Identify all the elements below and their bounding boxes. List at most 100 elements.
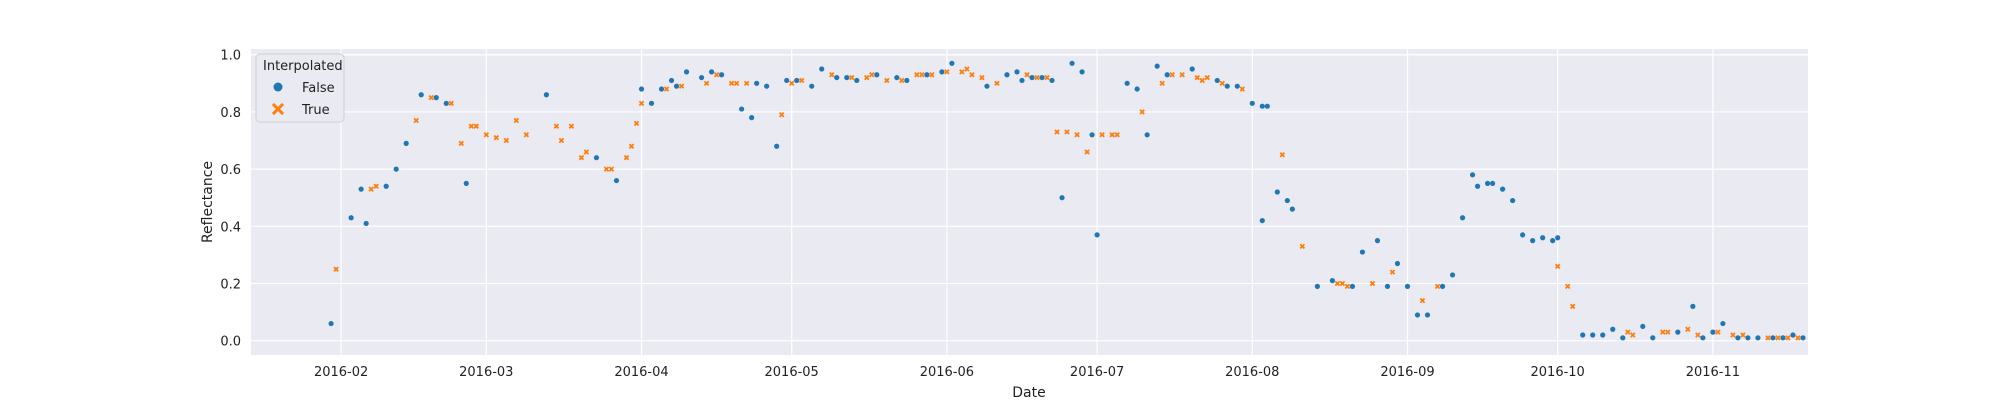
data-point-false: [1284, 197, 1290, 204]
data-point-true: [728, 80, 735, 87]
data-point-true: [1044, 74, 1050, 81]
data-point-false: [809, 83, 815, 89]
data-point-true: [778, 112, 785, 118]
data-point-false: [1500, 186, 1506, 192]
data-point-true: [713, 72, 720, 78]
data-point-false: [1610, 326, 1616, 332]
data-point-false: [1374, 238, 1381, 244]
data-point-true: [1169, 72, 1175, 78]
data-points: [328, 60, 1806, 341]
data-point-false: [719, 72, 725, 78]
data-point-false: [1640, 323, 1646, 330]
data-point-true: [1114, 132, 1120, 138]
y-tick-label: 0.4: [220, 220, 241, 235]
data-point-true: [1239, 86, 1246, 92]
data-point-false: [383, 183, 389, 189]
data-point-false: [1735, 335, 1741, 341]
data-point-true: [1564, 283, 1571, 290]
data-point-false: [1580, 332, 1586, 338]
data-point-false: [1770, 335, 1776, 341]
x-tick-label: 2016-03: [459, 365, 513, 380]
data-point-true: [1074, 132, 1080, 138]
data-point-true: [1159, 80, 1165, 87]
data-point-true: [733, 80, 740, 87]
data-point-false: [1489, 180, 1496, 187]
data-point-false: [363, 220, 369, 227]
data-point-true: [368, 186, 374, 192]
data-point-true: [1785, 335, 1791, 341]
data-point-false: [794, 77, 800, 84]
data-point-false: [1510, 197, 1516, 204]
data-point-false: [1314, 283, 1320, 289]
data-point-true: [899, 77, 905, 84]
data-point-false: [443, 100, 449, 106]
data-point-true: [473, 123, 480, 129]
data-point-true: [1139, 109, 1145, 115]
legend-label-true: True: [301, 103, 330, 118]
data-point-true: [1795, 335, 1801, 341]
data-point-true: [1084, 149, 1090, 155]
legend-title: Interpolated: [263, 59, 343, 74]
data-point-false: [638, 86, 645, 92]
data-point-false: [1780, 335, 1786, 341]
data-point-true: [1740, 332, 1746, 338]
data-point-true: [458, 140, 465, 147]
data-point-false: [1274, 189, 1280, 195]
y-tick-label: 1.0: [220, 49, 241, 64]
data-point-true: [603, 166, 610, 172]
data-point-false: [1014, 69, 1020, 75]
data-point-false: [418, 92, 424, 98]
data-point-false: [1469, 172, 1476, 178]
data-point-false: [683, 69, 690, 75]
data-point-true: [1630, 332, 1636, 338]
data-point-true: [558, 137, 565, 144]
data-point-true: [513, 117, 520, 124]
data-point-false: [358, 186, 364, 192]
data-point-false: [1264, 103, 1270, 109]
data-point-true: [1334, 280, 1341, 287]
data-point-true: [578, 154, 585, 161]
data-point-false: [1550, 238, 1556, 244]
data-point-false: [1675, 329, 1681, 335]
data-point-true: [798, 77, 805, 84]
data-point-true: [1299, 243, 1306, 250]
data-point-true: [1419, 297, 1426, 304]
data-point-false: [393, 166, 399, 172]
data-point-false: [1144, 132, 1150, 138]
data-point-true: [333, 266, 339, 272]
x-tick-label: 2016-06: [920, 365, 974, 380]
data-point-false: [1259, 217, 1265, 224]
data-point-false: [739, 106, 745, 112]
y-tick-label: 0.6: [220, 163, 241, 178]
data-point-false: [1249, 100, 1255, 106]
data-point-false: [1650, 335, 1656, 341]
data-point-false: [463, 180, 469, 187]
data-point-true: [523, 132, 530, 138]
y-tick-label: 0.2: [220, 278, 241, 293]
grid-lines: [251, 49, 1808, 355]
data-point-false: [1484, 180, 1491, 187]
data-point-true: [1109, 132, 1115, 138]
data-point-true: [1625, 329, 1631, 335]
data-point-true: [994, 80, 1000, 87]
data-point-false: [1289, 206, 1295, 212]
data-point-true: [503, 137, 510, 144]
data-point-true: [1765, 335, 1771, 341]
data-point-false: [1214, 77, 1220, 84]
data-point-true: [628, 143, 635, 149]
data-point-false: [1134, 86, 1140, 92]
data-point-false: [1790, 332, 1796, 338]
data-point-true: [373, 183, 379, 190]
data-point-false: [708, 69, 715, 75]
data-point-true: [1339, 280, 1346, 287]
data-point-true: [1199, 77, 1205, 84]
y-tick-label: 0.8: [220, 106, 241, 121]
data-point-true: [638, 100, 645, 107]
data-point-false: [543, 92, 549, 98]
data-point-true: [864, 74, 870, 81]
data-point-true: [1660, 329, 1666, 335]
data-point-true: [884, 77, 890, 84]
data-point-false: [1234, 83, 1240, 89]
data-point-true: [964, 66, 970, 72]
data-point-false: [1164, 72, 1170, 78]
